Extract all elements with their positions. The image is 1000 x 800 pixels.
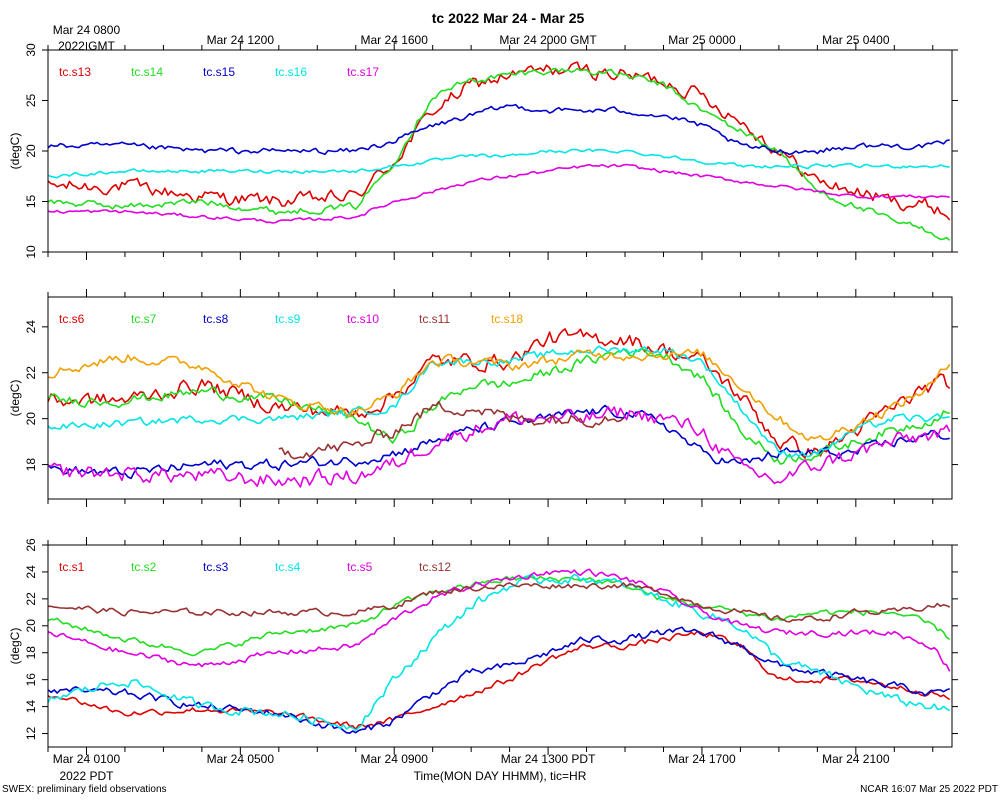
panel-middle: 18 20 22 24 (degC) tc.s6 tc.s7 tc.s8 tc.s9 tc.s10… — [8, 289, 958, 507]
legend-entry-tc-s11: tc.s11 — [419, 312, 450, 326]
y-tick-label: 25 — [24, 94, 38, 108]
y-tick-label: 24 — [24, 320, 38, 334]
panel-bottom: 12 14 16 18 20 22 24 26 (degC) tc.s1 tc.s2 tc.s3 tc.… — [8, 537, 958, 755]
legend-entry-tc-s5: tc.s5 — [347, 560, 373, 574]
y-tick-label: 18 — [24, 458, 38, 472]
y-tick-label: 15 — [24, 195, 38, 209]
top-tick-label: Mar 25 0000 — [668, 33, 736, 47]
bottom-tick-label: Mar 24 2100 — [822, 752, 890, 766]
y-tick-label: 16 — [24, 673, 38, 687]
series-line-tc-s14 — [47, 67, 951, 241]
series-line-tc-s2 — [47, 575, 951, 657]
bottom-time-axis: Mar 24 0100 Mar 24 0500 Mar 24 0900 Mar 24 … — [53, 752, 890, 783]
legend-entry-tc-s8: tc.s8 — [203, 312, 229, 326]
legend-entry-tc-s13: tc.s13 — [59, 65, 91, 79]
bottom-tick-label: Mar 24 1700 — [668, 752, 736, 766]
y-tick-label: 20 — [24, 412, 38, 426]
series-line-tc-s13 — [47, 61, 951, 221]
top-tick-label: Mar 24 0800 — [53, 23, 121, 37]
series-line-tc-s18 — [47, 348, 951, 441]
series-line-tc-s16 — [47, 148, 950, 179]
legend-entry-tc-s16: tc.s16 — [275, 65, 307, 79]
bottom-tick-label: Mar 24 0900 — [361, 752, 429, 766]
bottom-tick-sublabel: 2022 PDT — [59, 769, 114, 783]
y-tick-label: 26 — [24, 538, 38, 552]
series-line-tc-s1 — [47, 630, 951, 730]
legend-entry-tc-s10: tc.s10 — [347, 312, 379, 326]
legend-entry-tc-s7: tc.s7 — [131, 312, 157, 326]
panel-top: 10 15 20 25 30 (degC) tc.s13 tc.s14 tc.s15 tc.s16… — [8, 42, 958, 260]
y-tick-label: 22 — [24, 592, 38, 606]
legend-entry-tc-s2: tc.s2 — [131, 560, 157, 574]
y-tick-label: 20 — [24, 144, 38, 158]
x-axis-label: Time(MON DAY HHMM), tic=HR — [414, 769, 587, 783]
plot-frame — [47, 544, 953, 748]
legend-entry-tc-s18: tc.s18 — [491, 312, 523, 326]
y-axis-label: (degC) — [8, 380, 22, 417]
legend-entry-tc-s14: tc.s14 — [131, 65, 163, 79]
bottom-tick-label: Mar 24 1300 PDT — [501, 752, 596, 766]
chart-title: tc 2022 Mar 24 - Mar 25 — [432, 10, 585, 26]
series-line-tc-s10 — [47, 405, 951, 488]
y-tick-label: 14 — [24, 700, 38, 714]
y-tick-label: 12 — [24, 727, 38, 741]
series-line-tc-s17 — [47, 163, 950, 224]
legend-entry-tc-s9: tc.s9 — [275, 312, 301, 326]
series-line-tc-s7 — [47, 347, 950, 465]
y-axis-label: (degC) — [8, 133, 22, 170]
y-tick-label: 22 — [24, 366, 38, 380]
y-axis-label: (degC) — [8, 628, 22, 665]
series-line-tc-s9 — [47, 345, 950, 458]
y-tick-label: 18 — [24, 646, 38, 660]
series-line-tc-s11 — [278, 400, 625, 460]
series-line-tc-s5 — [47, 568, 951, 672]
top-tick-label: Mar 24 2000 GMT — [499, 33, 597, 47]
legend-entry-tc-s1: tc.s1 — [59, 560, 85, 574]
bottom-tick-label: Mar 24 0500 — [207, 752, 275, 766]
footer-right-note: NCAR 16:07 Mar 25 2022 PDT — [860, 784, 998, 795]
top-tick-label: Mar 24 1600 — [361, 33, 429, 47]
footer-left-note: SWEX: preliminary field observations — [2, 784, 167, 795]
legend-entry-tc-s3: tc.s3 — [203, 560, 229, 574]
top-tick-label: Mar 25 0400 — [822, 33, 890, 47]
y-tick-label: 20 — [24, 619, 38, 633]
legend-entry-tc-s4: tc.s4 — [275, 560, 301, 574]
y-tick-label: 24 — [24, 565, 38, 579]
legend-entry-tc-s17: tc.s17 — [347, 65, 379, 79]
bottom-tick-label: Mar 24 0100 — [53, 752, 121, 766]
top-tick-label: Mar 24 1200 — [207, 33, 275, 47]
legend-entry-tc-s12: tc.s12 — [419, 560, 451, 574]
series-line-tc-s15 — [47, 103, 950, 156]
plot-frame — [47, 296, 953, 500]
series-line-tc-s3 — [47, 626, 950, 735]
series-line-tc-s4 — [47, 573, 951, 732]
y-tick-label: 30 — [24, 43, 38, 57]
series-line-tc-s12 — [48, 582, 951, 623]
y-tick-label: 10 — [24, 245, 38, 259]
legend-entry-tc-s6: tc.s6 — [59, 312, 85, 326]
legend-entry-tc-s15: tc.s15 — [203, 65, 235, 79]
